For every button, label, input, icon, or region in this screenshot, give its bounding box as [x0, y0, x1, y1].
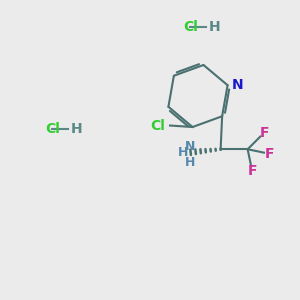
Text: F: F — [265, 147, 274, 161]
Text: H: H — [209, 20, 221, 34]
Text: H: H — [71, 122, 83, 136]
Text: N: N — [184, 140, 195, 153]
Text: H: H — [184, 156, 195, 169]
Text: Cl: Cl — [45, 122, 60, 136]
Text: F: F — [260, 126, 269, 140]
Text: N: N — [232, 78, 244, 92]
Text: Cl: Cl — [183, 20, 198, 34]
Text: H: H — [178, 146, 188, 159]
Text: F: F — [248, 164, 257, 178]
Text: Cl: Cl — [151, 118, 166, 133]
